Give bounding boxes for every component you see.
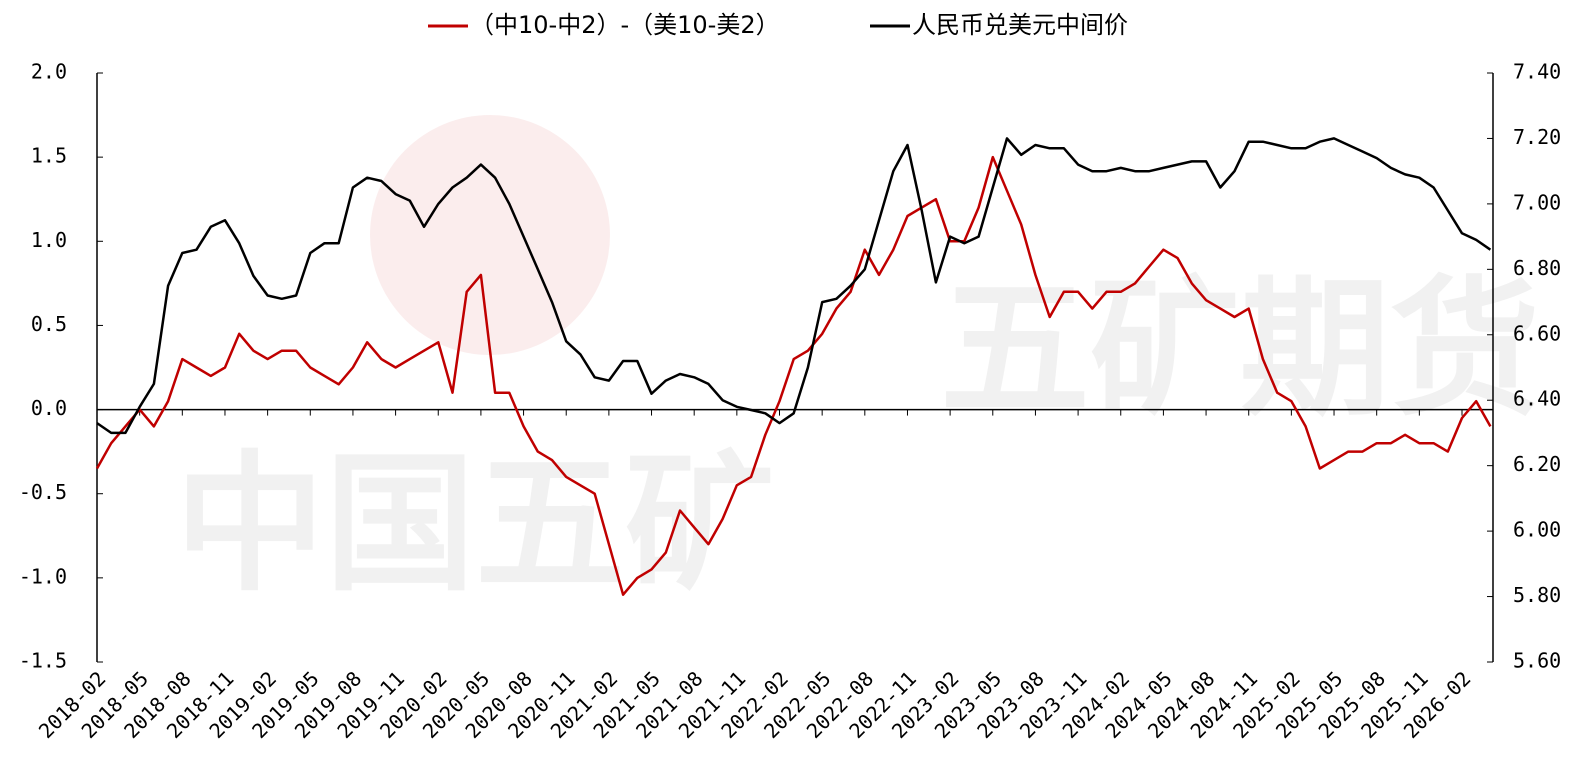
legend-label: 人民币兑美元中间价 — [912, 11, 1128, 39]
watermark-text: 五矿期货 — [940, 263, 1540, 437]
y2-tick-label: 7.40 — [1513, 60, 1561, 84]
watermark-logo — [370, 115, 610, 355]
y-tick-label: -0.5 — [19, 480, 67, 504]
y-tick-label: 1.5 — [31, 144, 67, 168]
y-tick-label: 2.0 — [31, 60, 67, 84]
series-line — [96, 137, 1492, 435]
y-tick-label: -1.0 — [19, 564, 67, 588]
legend-item: （中10-中2）-（美10-美2） — [428, 11, 780, 39]
y2-tick-label: 7.20 — [1513, 125, 1561, 149]
y2-tick-label: 6.20 — [1513, 452, 1561, 476]
y-tick-label: 0.5 — [31, 312, 67, 336]
legend-item: 人民币兑美元中间价 — [870, 11, 1128, 39]
watermark-text: 中国五矿 — [175, 438, 775, 612]
y-tick-label: 0.0 — [31, 396, 67, 420]
series-line — [95, 155, 1492, 596]
y-tick-label: -1.5 — [19, 649, 67, 673]
y2-tick-label: 6.60 — [1513, 321, 1561, 345]
y2-tick-label: 6.80 — [1513, 256, 1561, 280]
watermark: 中国五矿 五矿期货 — [175, 115, 1540, 612]
y2-tick-label: 5.80 — [1513, 583, 1561, 607]
y2-tick-label: 6.40 — [1513, 387, 1561, 411]
y2-tick-label: 7.00 — [1513, 190, 1561, 214]
y2-tick-label: 5.60 — [1513, 649, 1561, 673]
legend-label: （中10-中2）-（美10-美2） — [470, 11, 780, 39]
y-tick-label: 1.0 — [31, 228, 67, 252]
y2-tick-label: 6.00 — [1513, 518, 1561, 542]
